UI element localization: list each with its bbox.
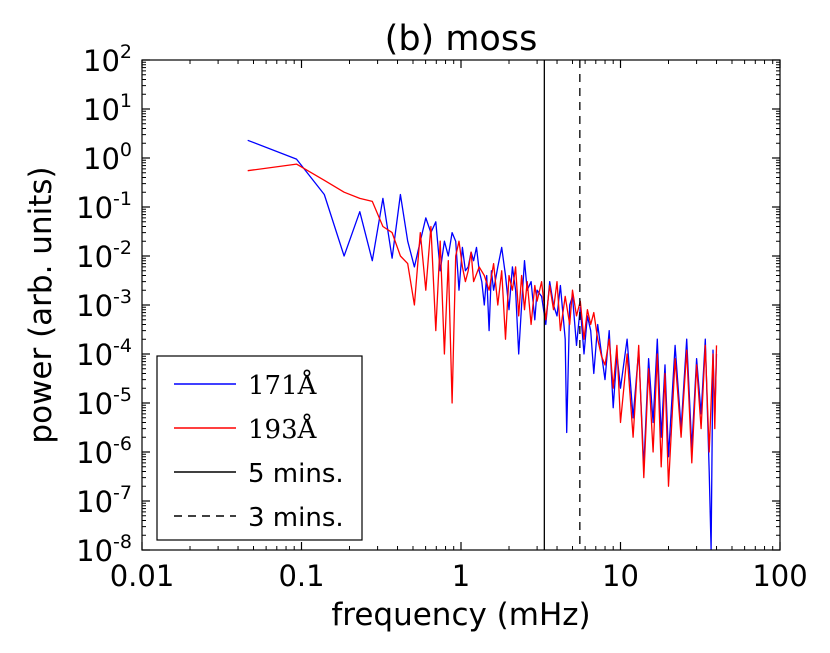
legend-label-5min: 5 mins.	[248, 459, 344, 489]
y-tick-label: 100	[83, 139, 132, 176]
y-axis-label: power (arb. units)	[23, 166, 59, 443]
y-tick-label: 10-2	[76, 237, 132, 274]
x-axis-label: frequency (mHz)	[331, 597, 590, 633]
x-tick-label: 1	[452, 559, 470, 593]
plot-content	[247, 60, 718, 550]
axis-ticks: 0.01 0.1 1 10 100 10-8 10-7 10-6 10-5 10-4 10-3 10-…	[76, 41, 808, 593]
x-tick-label: 100	[752, 559, 807, 593]
x-tick-label: 0.1	[278, 559, 324, 593]
x-tick-label: 0.01	[110, 559, 175, 593]
y-tick-label: 10-6	[76, 433, 132, 470]
y-tick-label: 10-3	[76, 286, 132, 323]
y-tick-label: 101	[83, 90, 132, 127]
legend-box	[156, 355, 363, 541]
y-tick-label: 10-4	[76, 335, 132, 372]
legend-label-171: 171Å	[248, 369, 318, 401]
chart-title: (b) moss	[385, 19, 538, 59]
y-tick-label: 10-1	[76, 188, 132, 225]
y-tick-label: 102	[83, 41, 132, 78]
legend-label-3min: 3 mins.	[248, 503, 344, 533]
x-tick-label: 10	[602, 559, 639, 593]
plot-series-group	[247, 60, 718, 550]
y-tick-label: 10-7	[76, 482, 132, 519]
legend: 171Å 193Å 5 mins. 3 mins.	[156, 355, 363, 541]
series-line-193	[247, 163, 718, 487]
y-tick-label: 10-5	[76, 384, 132, 421]
legend-label-193: 193Å	[248, 413, 318, 445]
y-tick-label: 10-8	[76, 531, 132, 568]
